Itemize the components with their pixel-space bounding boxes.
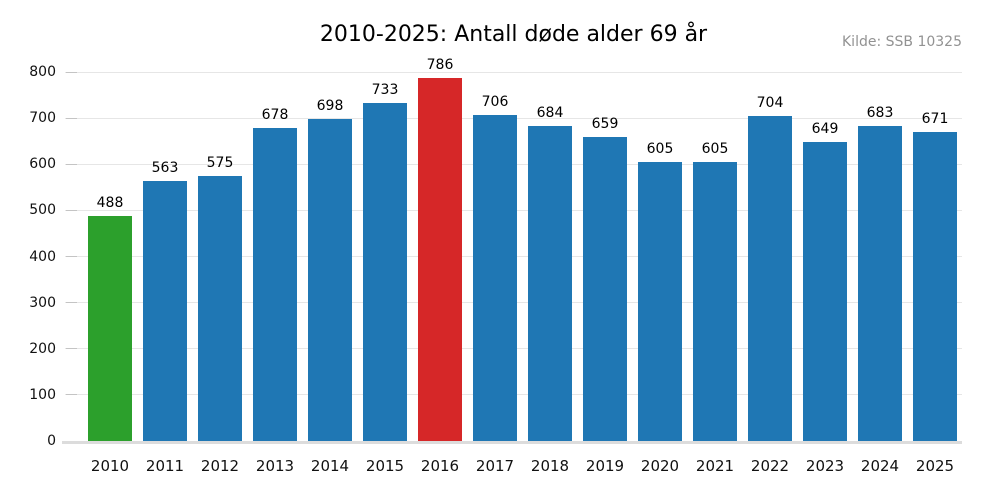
bar [88, 216, 132, 441]
bar-value-label: 575 [206, 155, 234, 171]
y-tick-label: 700 [29, 110, 56, 127]
x-tick-label: 2021 [695, 457, 735, 475]
bar-value-label: 786 [426, 57, 454, 73]
gridline [65, 71, 962, 73]
bar-value-label: 605 [646, 141, 674, 157]
x-tick-label: 2019 [585, 457, 625, 475]
bar-value-label: 605 [701, 141, 729, 157]
y-axis-tick [66, 348, 77, 350]
y-axis-tick [66, 209, 77, 211]
bar-value-label: 704 [756, 95, 784, 111]
x-tick-label: 2016 [420, 457, 460, 475]
bar [638, 162, 682, 441]
bar-value-label: 488 [96, 195, 124, 211]
bar-value-label: 659 [591, 116, 619, 132]
bar [143, 181, 187, 441]
x-tick-label: 2017 [475, 457, 515, 475]
bar [748, 116, 792, 441]
x-tick-label: 2014 [310, 457, 350, 475]
y-tick-label: 600 [29, 156, 56, 173]
bar [308, 119, 352, 441]
x-tick-label: 2025 [915, 457, 955, 475]
y-tick-label: 100 [29, 386, 56, 403]
bar [253, 128, 297, 441]
x-tick-label: 2023 [805, 457, 845, 475]
bar-value-label: 683 [866, 105, 894, 121]
x-tick-label: 2015 [365, 457, 405, 475]
bar [528, 126, 572, 441]
x-tick-label: 2018 [530, 457, 570, 475]
y-axis-tick [66, 256, 77, 257]
source-label: Kilde: SSB 10325 [842, 34, 962, 50]
x-tick-label: 2020 [640, 457, 680, 475]
bar [198, 176, 242, 441]
x-tick-label: 2010 [90, 457, 130, 475]
bar [693, 162, 737, 441]
y-axis-tick [66, 163, 77, 165]
y-axis-tick [66, 394, 77, 396]
bar [803, 142, 847, 441]
bar-value-label: 698 [316, 98, 344, 114]
bar-value-label: 671 [921, 111, 949, 127]
bar-value-label: 678 [261, 107, 289, 123]
bar [583, 137, 627, 441]
bar-value-label: 563 [151, 160, 179, 176]
bar-value-label: 649 [811, 121, 839, 137]
y-tick-label: 500 [29, 202, 56, 219]
y-axis-tick [66, 117, 77, 119]
x-tick-label: 2022 [750, 457, 790, 475]
chart-title: 2010-2025: Antall døde alder 69 år [319, 22, 708, 47]
bar [913, 132, 957, 441]
y-tick-label: 800 [29, 64, 56, 80]
x-tick-label: 2024 [860, 457, 900, 475]
y-tick-label: 0 [47, 433, 56, 449]
bar-value-label: 706 [481, 94, 509, 110]
bar-value-label: 684 [536, 105, 564, 121]
y-axis-tick [66, 71, 77, 73]
y-tick-label: 400 [29, 248, 56, 265]
x-tick-label: 2013 [255, 457, 295, 475]
bar [858, 126, 902, 441]
y-tick-label: 300 [29, 294, 56, 311]
bar [473, 115, 517, 441]
x-tick-label: 2011 [145, 457, 185, 475]
x-tick-label: 2012 [200, 457, 240, 475]
bar-value-label: 733 [371, 82, 399, 98]
bar [363, 103, 407, 441]
y-axis-tick [66, 302, 77, 304]
x-axis-line [62, 441, 962, 444]
y-tick-label: 200 [29, 340, 56, 357]
bar [418, 78, 462, 441]
